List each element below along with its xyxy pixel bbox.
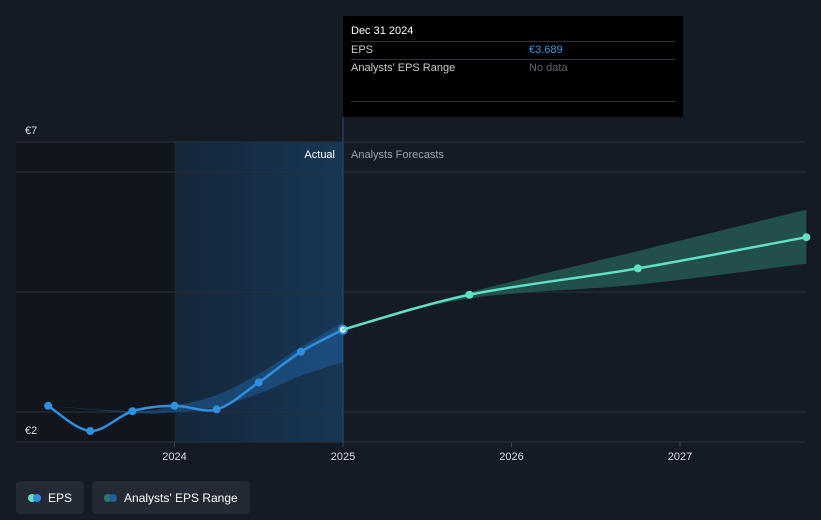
eps-point (44, 401, 53, 410)
x-tick-label: 2026 (499, 451, 523, 463)
legend-eps-label: EPS (48, 490, 73, 505)
y-tick-label: €2 (25, 425, 37, 437)
tooltip-range-value: No data (529, 62, 568, 74)
eps-forecast-point (465, 290, 474, 299)
tooltip-eps-label: EPS (351, 44, 374, 56)
tooltip-eps-row: EPS €3.689 (351, 41, 675, 59)
eps-point (254, 378, 263, 387)
y-tick-label: €7 (25, 125, 37, 137)
range-legend-icon (104, 493, 118, 502)
legend-eps-button[interactable]: EPS (16, 481, 85, 514)
chart-legend: EPS Analysts' EPS Range (16, 481, 250, 514)
x-tick-label: 2027 (668, 451, 692, 463)
eps-forecast-line (341, 235, 808, 331)
eps-point (212, 405, 221, 414)
actual-range-band (48, 322, 343, 414)
eps-point (170, 401, 179, 410)
legend-range-label: Analysts' EPS Range (124, 490, 238, 505)
x-tick-label: 2024 (162, 451, 186, 463)
eps-chart: €7 €2 2024 2025 2026 2027 Actual Analysts Forec… (16, 117, 811, 463)
tooltip-date: Dec 31 2024 (351, 25, 414, 37)
x-tick-label: 2025 (331, 451, 355, 463)
tooltip-eps-value: €3.689 (529, 44, 563, 56)
eps-point (296, 347, 305, 356)
eps-legend-icon (28, 493, 42, 502)
tooltip-divider (351, 101, 675, 102)
eps-point (128, 407, 137, 416)
legend-range-button[interactable]: Analysts' EPS Range (92, 481, 250, 514)
actual-region-label: Actual (304, 149, 335, 161)
tooltip-range-label: Analysts' EPS Range (351, 62, 456, 74)
eps-forecast-point (802, 233, 811, 242)
eps-forecast-point (633, 264, 642, 273)
forecast-range-band (343, 209, 807, 330)
forecast-region-label: Analysts Forecasts (351, 149, 444, 161)
tooltip-range-row: Analysts' EPS Range No data (351, 59, 675, 77)
eps-point (86, 427, 95, 435)
chart-tooltip: Dec 31 2024 EPS €3.689 Analysts' EPS Ran… (343, 16, 683, 117)
